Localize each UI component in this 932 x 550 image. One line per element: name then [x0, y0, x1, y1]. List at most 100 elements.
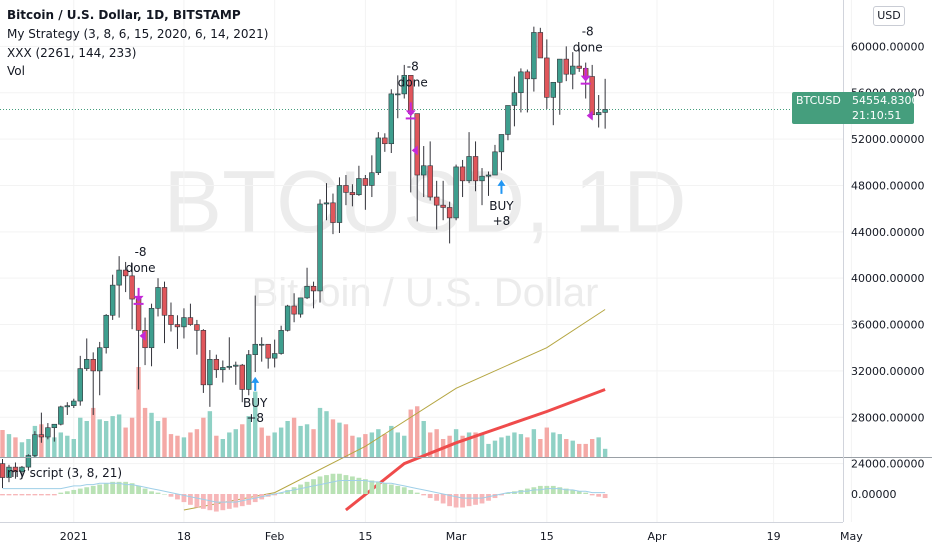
candle[interactable]: [317, 199, 323, 303]
candle[interactable]: [278, 325, 284, 355]
candle[interactable]: [200, 329, 207, 393]
volume-bar: [227, 432, 232, 457]
candle[interactable]: [90, 352, 96, 415]
candle[interactable]: [414, 113, 420, 222]
candle[interactable]: [420, 146, 427, 198]
candle[interactable]: [122, 261, 129, 293]
volume-bar: [466, 432, 472, 457]
candle[interactable]: [544, 39, 550, 109]
candle[interactable]: [310, 281, 317, 309]
candle[interactable]: [472, 141, 479, 192]
candle[interactable]: [71, 398, 77, 408]
candle[interactable]: [155, 278, 161, 317]
candle[interactable]: [0, 459, 6, 488]
ma-thick-line: [344, 388, 606, 512]
candle[interactable]: [459, 159, 466, 198]
candle[interactable]: [498, 134, 505, 171]
candle-body: [103, 314, 109, 349]
candle[interactable]: [19, 465, 25, 479]
candle[interactable]: [103, 314, 109, 354]
candle[interactable]: [550, 81, 557, 126]
candle[interactable]: [349, 184, 356, 207]
sub-histogram-bar: [505, 492, 511, 494]
candle[interactable]: [570, 52, 576, 90]
candle[interactable]: [168, 302, 174, 332]
candle[interactable]: [258, 337, 265, 362]
candle[interactable]: [77, 355, 83, 406]
candle[interactable]: [531, 26, 537, 92]
candle[interactable]: [265, 343, 271, 369]
candle[interactable]: [362, 175, 369, 210]
candle[interactable]: [174, 315, 181, 349]
candle[interactable]: [32, 431, 38, 458]
candle[interactable]: [148, 303, 155, 367]
candle[interactable]: [84, 338, 90, 371]
candle[interactable]: [518, 68, 524, 113]
candle[interactable]: [58, 405, 64, 426]
candle[interactable]: [12, 462, 19, 479]
candle[interactable]: [388, 89, 394, 153]
candle[interactable]: [97, 341, 103, 396]
candle[interactable]: [284, 304, 291, 332]
candle[interactable]: [511, 76, 518, 127]
candle[interactable]: [492, 144, 498, 176]
candle[interactable]: [161, 281, 168, 344]
candle[interactable]: [395, 75, 401, 119]
candle[interactable]: [194, 319, 200, 355]
candle[interactable]: [401, 64, 407, 99]
candle[interactable]: [38, 412, 45, 443]
candle[interactable]: [479, 168, 485, 206]
candle[interactable]: [433, 180, 440, 230]
candle[interactable]: [45, 423, 51, 440]
volume-bar: [551, 432, 556, 457]
candle[interactable]: [239, 363, 245, 403]
candle[interactable]: [343, 175, 349, 206]
candle[interactable]: [453, 164, 459, 221]
candle[interactable]: [213, 354, 220, 378]
candle[interactable]: [226, 337, 232, 370]
candle[interactable]: [297, 297, 304, 318]
candle[interactable]: [271, 339, 278, 368]
candle[interactable]: [356, 165, 362, 196]
candle[interactable]: [116, 256, 122, 318]
candle[interactable]: [563, 46, 569, 82]
candle[interactable]: [181, 308, 187, 339]
sub-histogram-bar: [408, 489, 414, 494]
candle[interactable]: [466, 132, 472, 184]
candle[interactable]: [557, 58, 563, 115]
candle[interactable]: [375, 132, 382, 176]
candle[interactable]: [505, 105, 511, 141]
candle[interactable]: [369, 155, 375, 198]
candle[interactable]: [446, 201, 453, 244]
currency-button[interactable]: USD: [873, 6, 905, 26]
candle[interactable]: [602, 78, 608, 129]
candle[interactable]: [595, 95, 602, 128]
candle[interactable]: [64, 402, 71, 415]
candle[interactable]: [440, 180, 446, 221]
candle[interactable]: [537, 27, 544, 59]
candle[interactable]: [304, 267, 310, 300]
candle[interactable]: [382, 133, 388, 152]
candle[interactable]: [336, 177, 343, 233]
candle[interactable]: [524, 69, 531, 113]
sub-histogram-bar: [19, 494, 25, 496]
candle[interactable]: [252, 295, 258, 373]
candle[interactable]: [207, 350, 213, 407]
candle[interactable]: [220, 360, 226, 383]
candle[interactable]: [51, 423, 58, 442]
candle[interactable]: [233, 361, 239, 385]
candle[interactable]: [330, 193, 336, 235]
candle[interactable]: [6, 464, 12, 483]
x-tick-label: May: [840, 530, 863, 543]
candle[interactable]: [291, 293, 297, 323]
candle[interactable]: [427, 141, 433, 201]
candle[interactable]: [187, 303, 194, 326]
candle[interactable]: [485, 171, 492, 196]
candle[interactable]: [323, 183, 330, 221]
candle[interactable]: [246, 350, 252, 396]
candle[interactable]: [109, 274, 116, 320]
candle[interactable]: [576, 47, 582, 72]
candle[interactable]: [129, 263, 135, 330]
volume-bar: [395, 432, 400, 457]
